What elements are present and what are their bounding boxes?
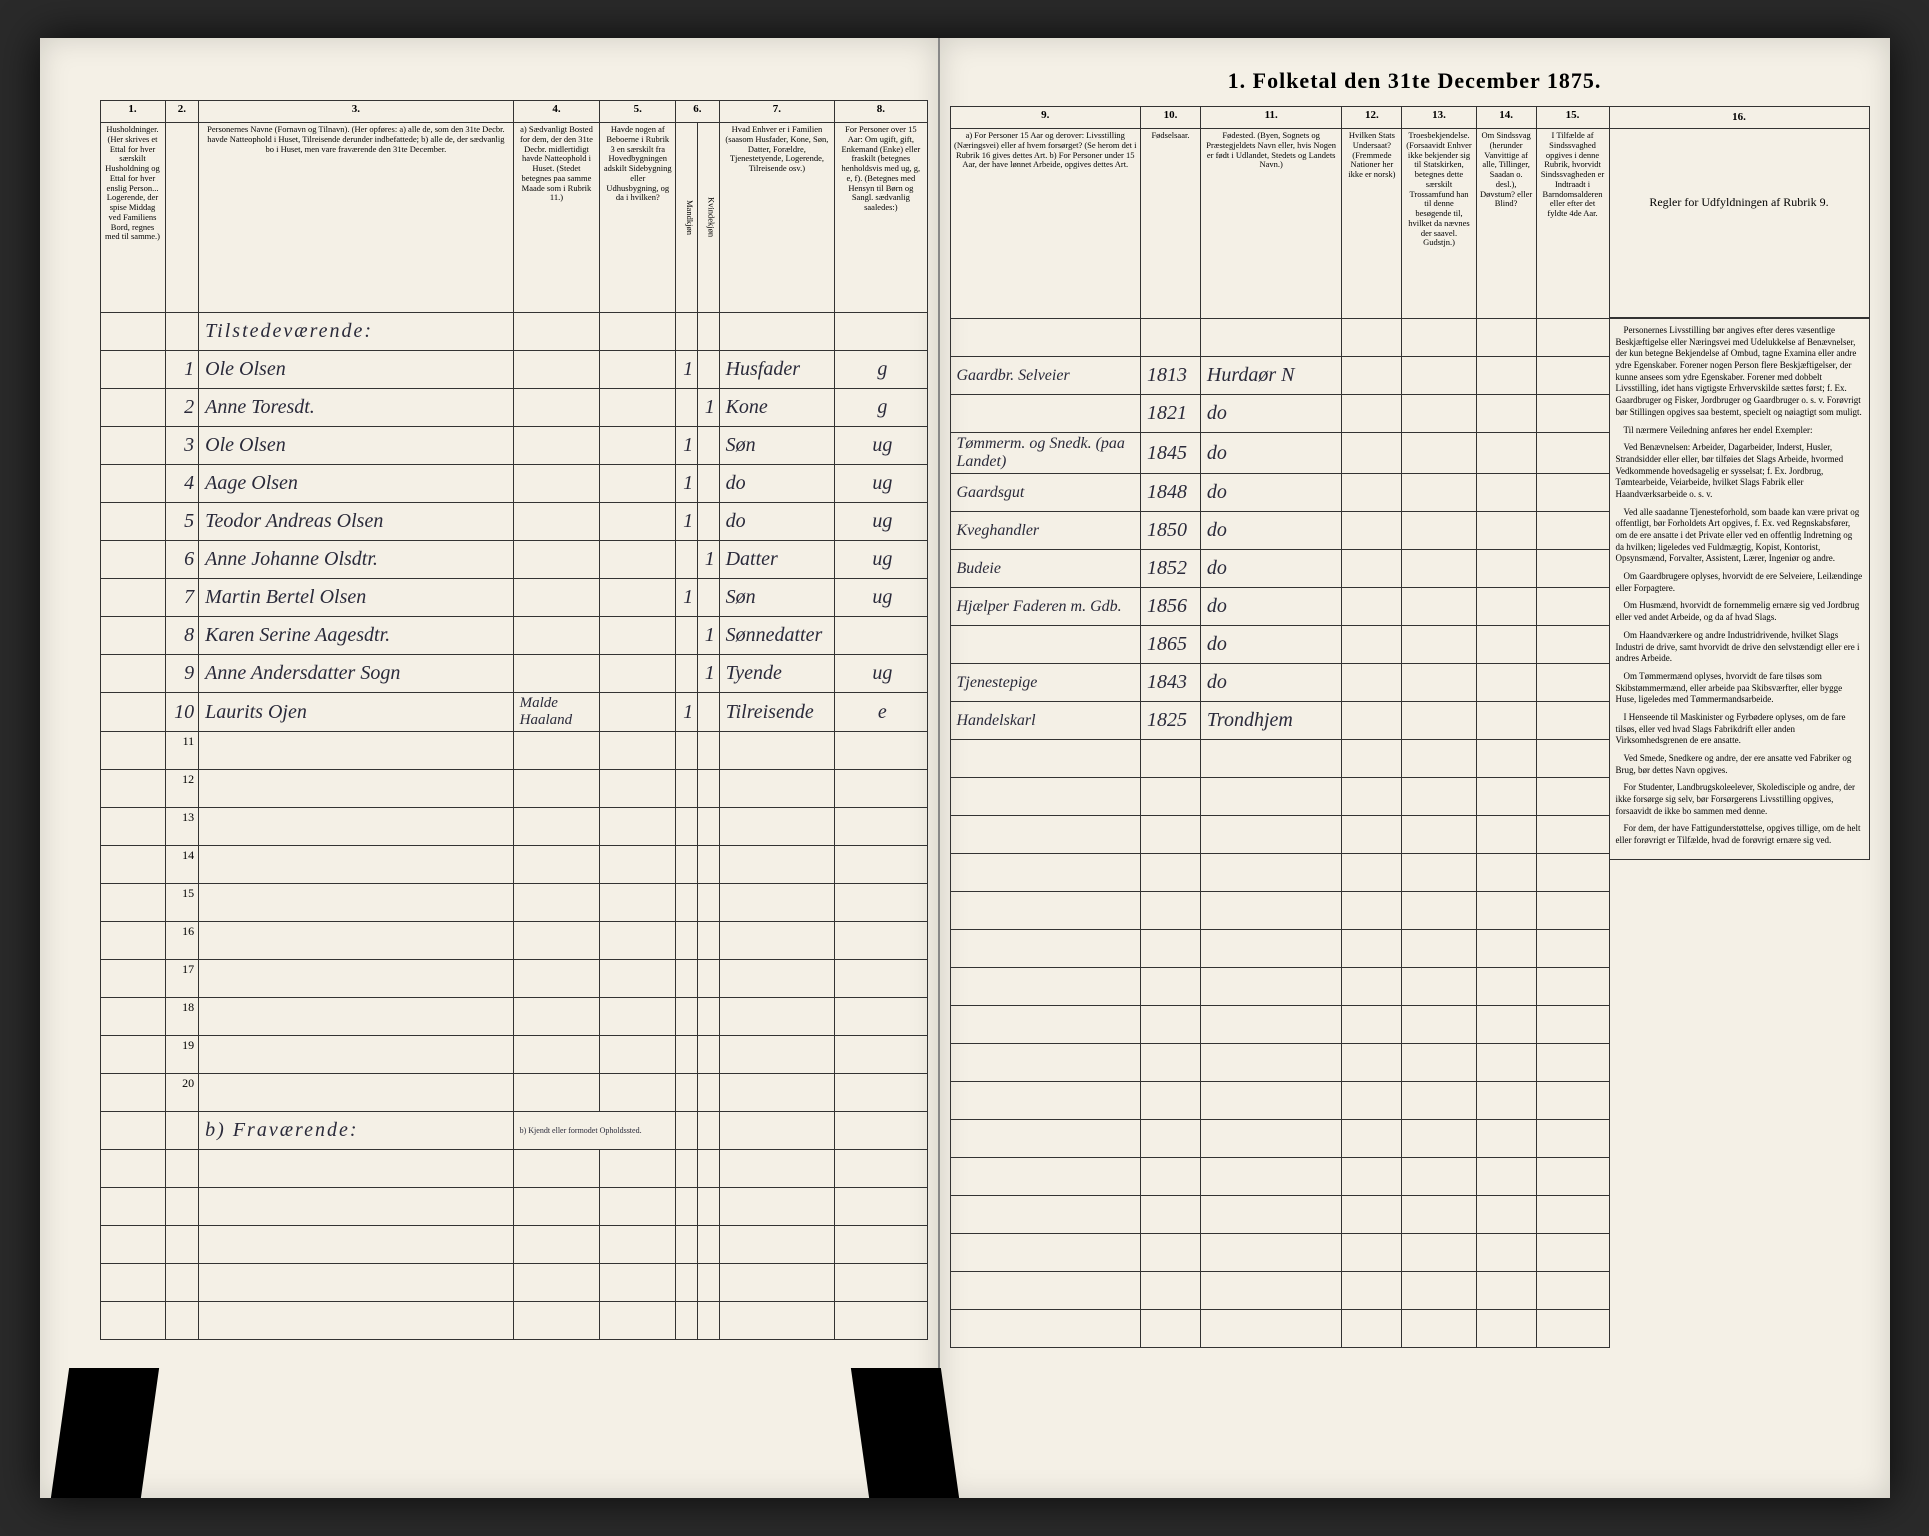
header-3: Personernes Navne (Fornavn og Tilnavn). … xyxy=(199,123,513,313)
right-page: 1. Folketal den 31te December 1875. 9. 1… xyxy=(940,38,1890,1498)
table-row xyxy=(950,740,1609,778)
table-row: Kveghandler 1850 do xyxy=(950,512,1609,550)
rules-paragraph: Ved alle saadanne Tjenesteforhold, som b… xyxy=(1616,507,1863,565)
colnum-11: 11. xyxy=(1200,107,1342,129)
table-row: 18 xyxy=(100,998,927,1036)
colnum-10: 10. xyxy=(1141,107,1201,129)
header-13: Troesbekjendelse. (Forsaavidt Enhver ikk… xyxy=(1402,129,1476,319)
table-row: Handelskarl 1825 Trondhjem xyxy=(950,702,1609,740)
census-table-left: 1. 2. 3. 4. 5. 6. 7. 8. Husholdninger. (… xyxy=(100,100,928,1340)
left-page: 1. 2. 3. 4. 5. 6. 7. 8. Husholdninger. (… xyxy=(40,38,940,1498)
table-row: 6 Anne Johanne Olsdtr. 1 Datter ug xyxy=(100,541,927,579)
section-absent-note: b) Kjendt eller formodet Opholdssted. xyxy=(513,1112,676,1150)
table-row: Gaardbr. Selveier 1813 Hurdaør N xyxy=(950,357,1609,395)
header-1: Husholdninger. (Her skrives et Ettal for… xyxy=(100,123,165,313)
table-row: 15 xyxy=(100,884,927,922)
rules-paragraph: Ved Benævnelsen: Arbeider, Dagarbeider, … xyxy=(1616,442,1863,500)
header-8: For Personer over 15 Aar: Om ugift, gift… xyxy=(835,123,927,313)
table-row: 2 Anne Toresdt. 1 Kone g xyxy=(100,389,927,427)
header-7: Hvad Enhver er i Familien (saasom Husfad… xyxy=(719,123,835,313)
table-row: 1821 do xyxy=(950,395,1609,433)
rules-paragraph: Til nærmere Veiledning anføres her endel… xyxy=(1616,425,1863,437)
colnum-16: 16. xyxy=(1610,107,1869,129)
table-row xyxy=(950,968,1609,1006)
section-absent: b) Fraværende: xyxy=(199,1112,513,1150)
header-5: Havde nogen af Beboerne i Rubrik 3 en sæ… xyxy=(600,123,676,313)
table-row: 8 Karen Serine Aagesdtr. 1 Sønnedatter xyxy=(100,617,927,655)
table-row: 13 xyxy=(100,808,927,846)
header-6m: Mandkjøn xyxy=(676,123,698,313)
table-row: Budeie 1852 do xyxy=(950,550,1609,588)
table-row: Gaardsgut 1848 do xyxy=(950,474,1609,512)
table-row: 20 xyxy=(100,1074,927,1112)
table-row xyxy=(950,778,1609,816)
table-row xyxy=(950,1082,1609,1120)
table-row xyxy=(950,1006,1609,1044)
table-row: Hjælper Faderen m. Gdb. 1856 do xyxy=(950,588,1609,626)
colnum-4: 4. xyxy=(513,101,600,123)
colnum-9: 9. xyxy=(950,107,1141,129)
header-4: a) Sædvanligt Bosted for dem, der den 31… xyxy=(513,123,600,313)
table-row: 12 xyxy=(100,770,927,808)
colnum-15: 15. xyxy=(1536,107,1609,129)
header-2 xyxy=(165,123,199,313)
header-12: Hvilken Stats Undersaat? (Fremmede Natio… xyxy=(1342,129,1402,319)
colnum-6: 6. xyxy=(676,101,719,123)
rules-paragraph: Om Husmænd, hvorvidt de fornemmelig ernæ… xyxy=(1616,600,1863,623)
table-row xyxy=(950,816,1609,854)
page-title: 1. Folketal den 31te December 1875. xyxy=(940,38,1890,106)
table-row: 16 xyxy=(100,922,927,960)
rules-paragraph: I Henseende til Maskinister og Fyrbødere… xyxy=(1616,712,1863,747)
census-table-right: 9. 10. 11. 12. 13. 14. 15. a) For Person… xyxy=(950,106,1610,1348)
rules-column: 16. Regler for Udfyldningen af Rubrik 9.… xyxy=(1610,106,1870,1348)
rules-paragraph: Om Haandværkere og andre Industridrivend… xyxy=(1616,630,1863,665)
header-14: Om Sindssvag (herunder Vanvittige af all… xyxy=(1476,129,1536,319)
header-6k: Kvindekjøn xyxy=(697,123,719,313)
table-row xyxy=(950,892,1609,930)
header-15: I Tilfælde af Sindssvaghed opgives i den… xyxy=(1536,129,1609,319)
table-row: Tømmerm. og Snedk. (paa Landet) 1845 do xyxy=(950,433,1609,474)
colnum-8: 8. xyxy=(835,101,927,123)
colnum-12: 12. xyxy=(1342,107,1402,129)
book-spread: 1. 2. 3. 4. 5. 6. 7. 8. Husholdninger. (… xyxy=(40,38,1890,1498)
table-row: 7 Martin Bertel Olsen 1 Søn ug xyxy=(100,579,927,617)
colnum-1: 1. xyxy=(100,101,165,123)
table-row: 17 xyxy=(100,960,927,998)
table-row: Tjenestepige 1843 do xyxy=(950,664,1609,702)
table-row: 11 xyxy=(100,732,927,770)
table-row: 9 Anne Andersdatter Sogn 1 Tyende ug xyxy=(100,655,927,693)
table-row: 10 Laurits Ojen Malde Haaland 1 Tilreise… xyxy=(100,693,927,732)
header-9: a) For Personer 15 Aar og derover: Livss… xyxy=(950,129,1141,319)
table-row: 1 Ole Olsen 1 Husfader g xyxy=(100,351,927,389)
colnum-3: 3. xyxy=(199,101,513,123)
table-row: 14 xyxy=(100,846,927,884)
rules-paragraph: Ved Smede, Snedkere og andre, der ere an… xyxy=(1616,753,1863,776)
rules-paragraph: Om Tømmermænd oplyses, hvorvidt de fare … xyxy=(1616,671,1863,706)
rules-paragraph: Om Gaardbrugere oplyses, hvorvidt de ere… xyxy=(1616,571,1863,594)
colnum-13: 13. xyxy=(1402,107,1476,129)
section-present: Tilstedeværende: xyxy=(199,313,513,351)
colnum-5: 5. xyxy=(600,101,676,123)
clip-shadow xyxy=(50,1368,158,1498)
table-row xyxy=(950,930,1609,968)
colnum-2: 2. xyxy=(165,101,199,123)
rules-paragraph: For Studenter, Landbrugskoleelever, Skol… xyxy=(1616,782,1863,817)
table-row: 3 Ole Olsen 1 Søn ug xyxy=(100,427,927,465)
rules-text: Personernes Livsstilling bør angives eft… xyxy=(1610,318,1870,860)
header-16: Regler for Udfyldningen af Rubrik 9. xyxy=(1616,135,1863,210)
table-row: 5 Teodor Andreas Olsen 1 do ug xyxy=(100,503,927,541)
table-row: 4 Aage Olsen 1 do ug xyxy=(100,465,927,503)
header-10: Fødselsaar. xyxy=(1141,129,1201,319)
header-11: Fødested. (Byen, Sognets og Præstegjelde… xyxy=(1200,129,1342,319)
rules-paragraph: For dem, der have Fattigunderstøttelse, … xyxy=(1616,823,1863,846)
rules-paragraph: Personernes Livsstilling bør angives eft… xyxy=(1616,325,1863,419)
colnum-7: 7. xyxy=(719,101,835,123)
table-row: 1865 do xyxy=(950,626,1609,664)
colnum-14: 14. xyxy=(1476,107,1536,129)
table-row xyxy=(950,854,1609,892)
table-row xyxy=(950,1044,1609,1082)
clip-shadow xyxy=(850,1368,958,1498)
table-row: 19 xyxy=(100,1036,927,1074)
